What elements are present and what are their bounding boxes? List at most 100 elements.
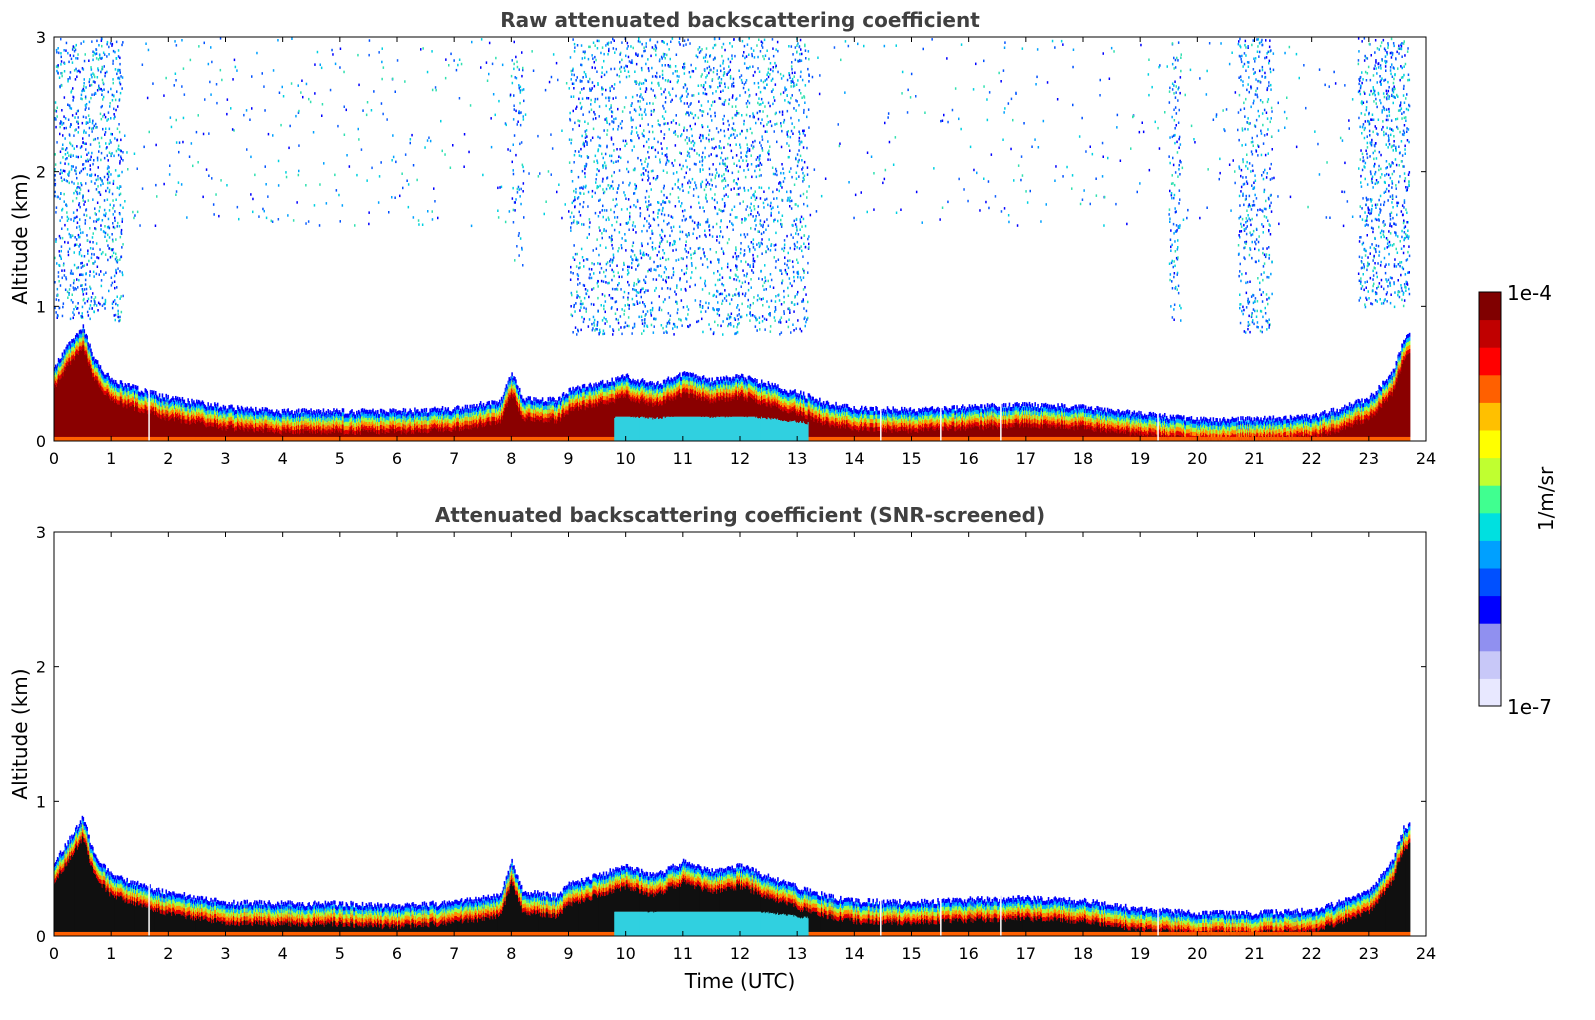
noise-point [800, 215, 803, 219]
noise-point [66, 228, 69, 231]
noise-point [96, 89, 99, 92]
noise-point [747, 99, 749, 103]
noise-point [110, 276, 113, 279]
noise-point [88, 78, 91, 81]
noise-point [1371, 138, 1373, 142]
noise-point [1239, 37, 1241, 41]
noise-point [664, 234, 666, 238]
noise-point [1361, 168, 1364, 172]
noise-point [627, 298, 629, 301]
noise-point [763, 317, 766, 321]
noise-point [750, 209, 753, 212]
noise-point [75, 67, 77, 71]
noise-point [775, 167, 777, 171]
noise-point [778, 299, 781, 302]
noise-point [786, 109, 789, 113]
noise-point [1250, 105, 1252, 109]
noise-point [94, 81, 96, 84]
noise-point [672, 270, 675, 274]
noise-point [780, 122, 782, 125]
noise-point [114, 286, 116, 290]
noise-point [93, 303, 95, 307]
noise-point [774, 112, 777, 116]
noise-point [1379, 298, 1381, 301]
noise-point [110, 173, 112, 176]
noise-point [91, 151, 93, 155]
noise-point [733, 187, 735, 190]
noise-point [687, 38, 689, 42]
noise-point [741, 221, 743, 224]
noise-point [704, 60, 706, 63]
noise-point [358, 83, 360, 87]
noise-point [713, 44, 716, 47]
noise-point [1374, 237, 1376, 240]
noise-point [759, 141, 761, 144]
noise-point [122, 243, 124, 246]
noise-point [640, 295, 642, 299]
noise-point [631, 258, 633, 261]
noise-point [723, 194, 726, 198]
noise-point [708, 133, 710, 137]
noise-point [1266, 133, 1268, 136]
noise-point [1382, 302, 1385, 305]
noise-point [1362, 156, 1364, 159]
noise-point [694, 181, 696, 184]
noise-point [522, 165, 524, 169]
noise-point [691, 69, 693, 73]
noise-point [593, 318, 596, 322]
noise-point [620, 65, 623, 69]
noise-point [674, 183, 676, 186]
noise-point [762, 80, 765, 84]
noise-point [720, 128, 722, 132]
noise-point [1391, 93, 1393, 97]
noise-point [1261, 325, 1263, 329]
noise-point [1256, 228, 1258, 231]
noise-point [139, 224, 141, 227]
noise-point [1395, 247, 1397, 251]
noise-point [739, 146, 742, 149]
noise-point [615, 287, 618, 291]
noise-point [1400, 160, 1403, 163]
noise-point [73, 308, 75, 311]
noise-point [551, 147, 554, 150]
noise-point [608, 108, 611, 111]
noise-point [762, 101, 764, 104]
noise-point [576, 252, 578, 256]
noise-point [799, 154, 802, 158]
noise-point [83, 85, 85, 88]
noise-point [654, 49, 657, 52]
noise-point [649, 38, 652, 41]
noise-point [1267, 302, 1269, 306]
noise-point [531, 50, 533, 53]
noise-point [775, 170, 778, 173]
noise-point [652, 176, 655, 180]
noise-point [61, 71, 63, 75]
noise-point [681, 185, 684, 188]
noise-point [764, 328, 766, 331]
noise-point [71, 48, 74, 51]
noise-point [745, 55, 748, 58]
noise-point [729, 134, 732, 137]
noise-point [797, 275, 799, 279]
noise-point [686, 87, 688, 91]
noise-point [720, 90, 722, 93]
noise-point [1262, 247, 1264, 250]
noise-point [1247, 65, 1250, 68]
noise-point [426, 139, 429, 142]
noise-point [1368, 122, 1371, 126]
noise-point [653, 325, 655, 328]
noise-point [574, 196, 576, 199]
noise-point [753, 195, 756, 198]
noise-point [785, 88, 788, 91]
noise-point [761, 118, 763, 121]
noise-point [90, 155, 92, 159]
noise-point [154, 224, 157, 227]
noise-point [741, 218, 743, 221]
noise-point [799, 218, 801, 221]
noise-point [634, 187, 637, 191]
noise-point [790, 233, 792, 237]
noise-point [1358, 240, 1361, 243]
noise-point [708, 323, 710, 326]
noise-point [96, 201, 99, 204]
noise-point [1247, 128, 1249, 131]
